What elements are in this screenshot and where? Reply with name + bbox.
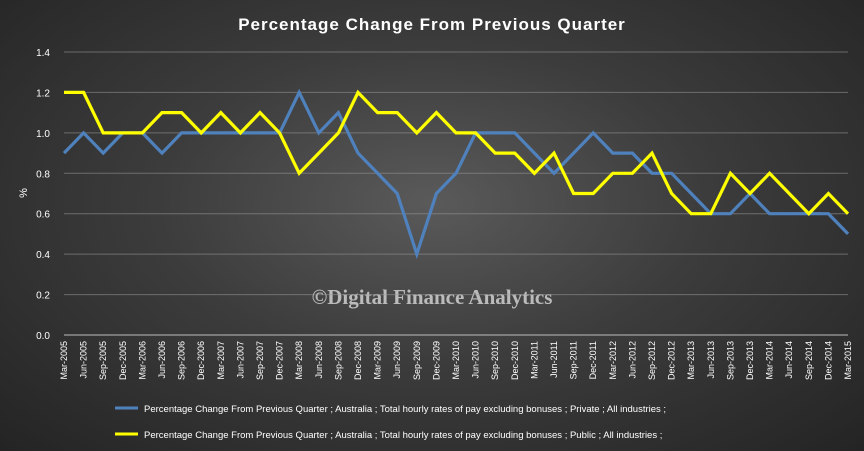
y-tick-label: 1.0	[36, 129, 50, 140]
x-tick-label: Dec-2008	[353, 341, 363, 380]
series-line-private	[62, 88, 850, 260]
x-tick-label: Sep-2008	[333, 341, 343, 380]
x-tick-label: Jun-2007	[235, 341, 245, 379]
x-tick-label: Dec-2012	[667, 341, 677, 380]
y-tick-label: 1.2	[36, 88, 50, 99]
x-tick-label: Jun-2014	[784, 341, 794, 379]
x-tick-label: Sep-2011	[569, 341, 579, 379]
y-tick-label: 0.2	[36, 291, 50, 302]
x-tick-label: Sep-2013	[725, 341, 735, 380]
y-tick-label: 0.8	[36, 169, 50, 180]
x-tick-label: Mar-2006	[137, 341, 147, 380]
x-tick-label: Dec-2006	[196, 341, 206, 380]
legend-label: Percentage Change From Previous Quarter …	[144, 404, 666, 415]
x-tick-label: Mar-2011	[529, 341, 539, 379]
x-tick-label: Dec-2014	[823, 341, 833, 380]
x-tick-label: Mar-2010	[451, 341, 461, 380]
chart-title: Percentage Change From Previous Quarter	[238, 15, 626, 34]
x-tick-label: Jun-2011	[549, 341, 559, 378]
x-tick-label: Sep-2009	[412, 341, 422, 380]
x-tick-label: Dec-2013	[745, 341, 755, 380]
x-tick-label: Mar-2015	[843, 341, 853, 380]
legend-label: Percentage Change From Previous Quarter …	[144, 430, 662, 441]
x-tick-label: Jun-2013	[706, 341, 716, 379]
x-tick-label: Mar-2005	[59, 341, 69, 380]
x-tick-label: Sep-2007	[255, 341, 265, 380]
x-tick-label: Sep-2014	[804, 341, 814, 380]
y-tick-label: 0.0	[36, 331, 50, 342]
x-tick-label: Mar-2014	[765, 341, 775, 380]
x-tick-label: Sep-2005	[98, 341, 108, 380]
y-tick-label: 0.4	[36, 250, 50, 261]
x-tick-label: Dec-2010	[510, 341, 520, 380]
x-tick-label: Mar-2007	[216, 341, 226, 380]
y-tick-label: 0.6	[36, 210, 50, 221]
series-line-public	[64, 89, 850, 216]
x-tick-label: Sep-2010	[490, 341, 500, 380]
x-tick-label: Jun-2006	[157, 341, 167, 379]
x-tick-label: Jun-2009	[392, 341, 402, 379]
x-tick-label: Jun-2010	[471, 341, 481, 379]
x-tick-label: Dec-2005	[118, 341, 128, 380]
x-tick-label: Jun-2012	[627, 341, 637, 379]
x-tick-label: Mar-2012	[608, 341, 618, 380]
x-tick-label: Mar-2009	[373, 341, 383, 380]
x-tick-label: Jun-2005	[79, 341, 89, 379]
x-tick-label: Sep-2006	[177, 341, 187, 380]
y-axis-label: %	[18, 188, 30, 198]
x-tick-label: Dec-2009	[431, 341, 441, 380]
watermark: ©Digital Finance Analytics	[312, 285, 553, 309]
x-tick-label: Dec-2007	[275, 341, 285, 380]
x-tick-label: Mar-2013	[686, 341, 696, 380]
x-tick-label: Dec-2011	[588, 341, 598, 379]
x-tick-label: Jun-2008	[314, 341, 324, 379]
x-tick-label: Mar-2008	[294, 341, 304, 380]
x-tick-label: Sep-2012	[647, 341, 657, 380]
y-tick-label: 1.4	[36, 48, 50, 59]
